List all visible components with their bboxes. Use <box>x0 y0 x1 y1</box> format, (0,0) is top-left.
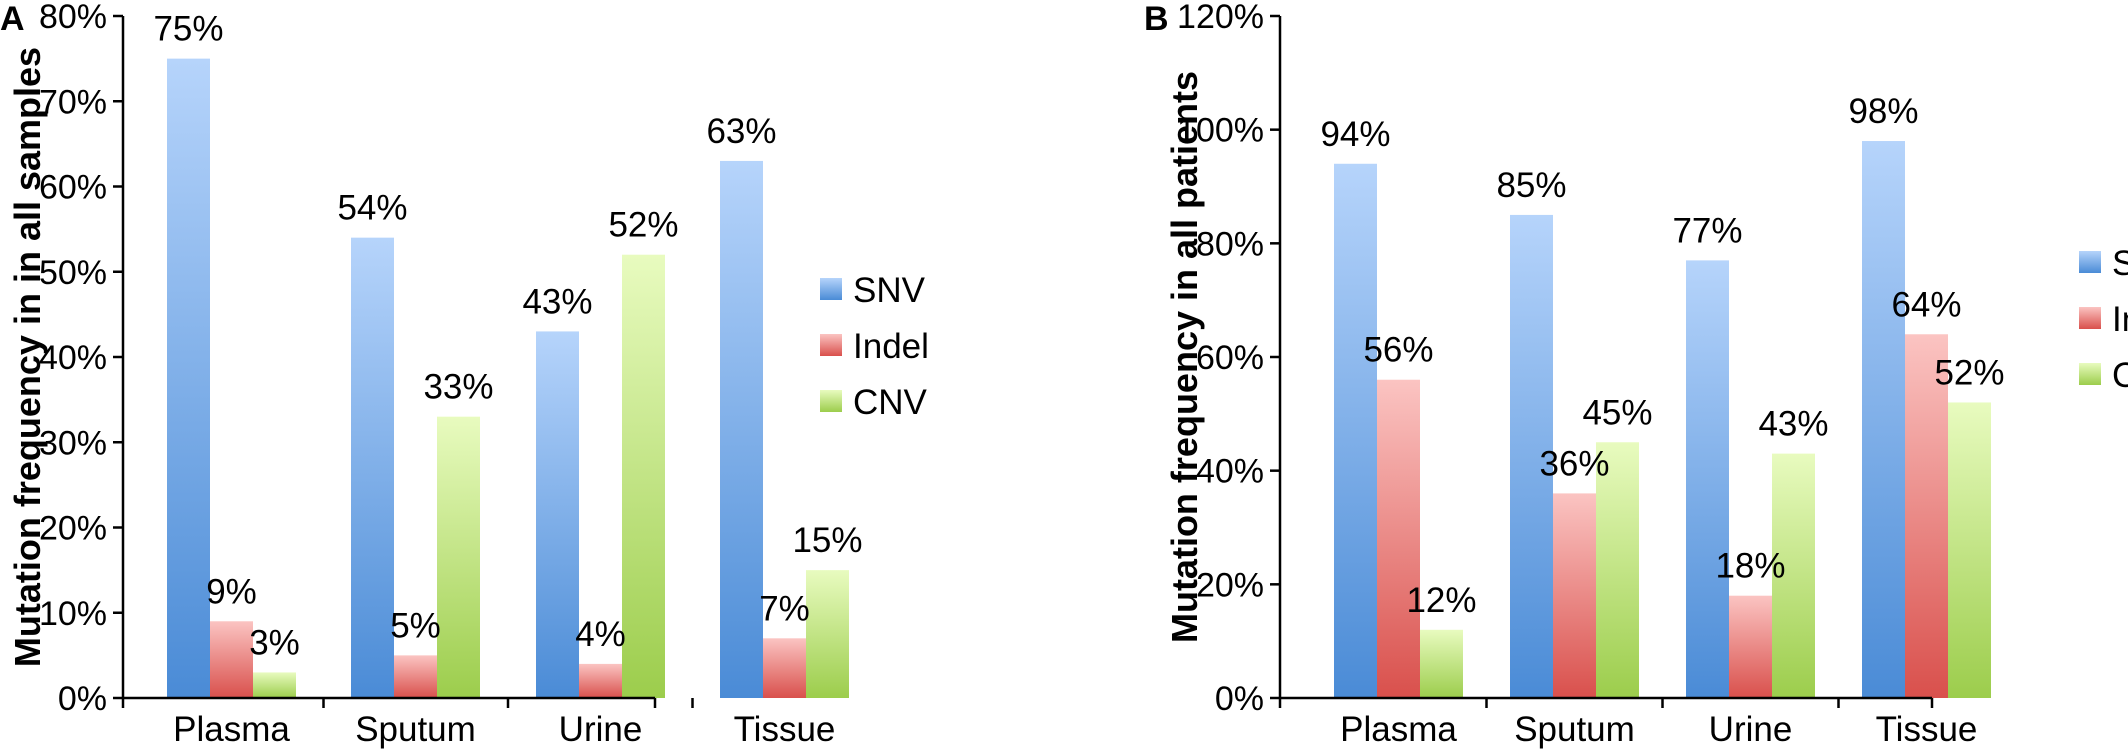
bar-snv-tissue <box>720 160 763 699</box>
data-label-snv-urine: 43% <box>522 282 592 321</box>
y-tick-label: 80% <box>39 0 107 36</box>
bar-snv-urine <box>1686 260 1729 698</box>
x-tick-label: Sputum <box>1514 710 1635 749</box>
legend-label-snv: SNV <box>2112 244 2128 283</box>
data-label-indel-tissue: 64% <box>1891 285 1961 324</box>
chart-b: B Mutation frequency in all patients 94% 85… <box>1144 0 2128 749</box>
y-tick-label: 40% <box>39 339 107 377</box>
chart-a: A Mutation frequency in in all samples 75%… <box>0 0 929 749</box>
bar-indel-urine <box>579 663 622 698</box>
legend-swatch-snv <box>2079 251 2101 273</box>
panel-a: A Mutation frequency in in all samples 75%… <box>0 0 929 749</box>
bar-cnv-plasma <box>1420 629 1463 698</box>
bar-snv-tissue <box>1862 141 1905 699</box>
bar-cnv-sputum <box>1596 442 1639 698</box>
legend-label-cnv: CNV <box>853 383 928 422</box>
legend-swatch-indel <box>820 334 842 356</box>
bar-snv-urine <box>536 331 579 698</box>
legend-label-cnv: CNV <box>2112 356 2128 395</box>
x-tick-label: Urine <box>1709 710 1793 749</box>
y-tick-label: 10% <box>39 595 107 633</box>
legend-label-indel: Indel <box>2112 300 2128 339</box>
y-axis-label: Mutation frequency in all patients <box>1164 71 1205 643</box>
y-tick-label: 100% <box>1177 112 1264 150</box>
x-tick-label: Urine <box>559 710 643 749</box>
legend-label-snv: SNV <box>853 271 926 310</box>
data-label-snv-tissue: 63% <box>706 112 776 151</box>
y-tick-label: 40% <box>1196 453 1264 491</box>
panel-letter: B <box>1144 0 1169 38</box>
data-label-cnv-sputum: 33% <box>423 368 493 407</box>
bar-indel-tissue <box>763 638 806 698</box>
legend-swatch-cnv <box>820 390 842 412</box>
x-tick-label: Sputum <box>355 710 476 749</box>
data-label-cnv-urine: 52% <box>608 206 678 245</box>
legend-label-indel: Indel <box>853 327 929 366</box>
data-label-indel-sputum: 5% <box>390 606 441 645</box>
data-label-cnv-plasma: 3% <box>249 623 300 662</box>
data-label-snv-plasma: 75% <box>153 10 223 49</box>
bar-snv-plasma <box>167 58 210 698</box>
bar-snv-sputum <box>351 237 394 698</box>
y-tick-label: 20% <box>39 510 107 548</box>
y-tick-label: 60% <box>1196 339 1264 377</box>
data-label-cnv-plasma: 12% <box>1406 581 1476 620</box>
data-label-cnv-tissue: 52% <box>1934 353 2004 392</box>
y-tick-label: 70% <box>39 83 107 121</box>
x-tick-label: Tissue <box>1876 710 1978 749</box>
data-label-indel-urine: 18% <box>1715 547 1785 586</box>
legend-swatch-cnv <box>2079 363 2101 385</box>
y-tick-label: 30% <box>39 424 107 462</box>
data-label-indel-tissue: 7% <box>759 589 810 628</box>
x-tick-label: Plasma <box>1340 710 1457 749</box>
bar-snv-plasma <box>1334 163 1377 698</box>
data-label-snv-sputum: 85% <box>1496 166 1566 205</box>
bar-indel-plasma <box>210 621 253 698</box>
data-label-snv-plasma: 94% <box>1320 115 1390 154</box>
y-tick-label: 50% <box>39 254 107 292</box>
bar-cnv-tissue <box>1948 402 1991 698</box>
y-tick-label: 80% <box>1196 225 1264 263</box>
x-tick-label: Plasma <box>173 710 290 749</box>
data-label-snv-sputum: 54% <box>337 189 407 228</box>
bar-cnv-sputum <box>437 416 480 698</box>
panel-letter: A <box>0 0 25 38</box>
data-label-cnv-urine: 43% <box>1758 405 1828 444</box>
bar-cnv-tissue <box>806 570 849 698</box>
data-label-snv-tissue: 98% <box>1848 92 1918 131</box>
bar-indel-urine <box>1729 595 1772 698</box>
bar-indel-plasma <box>1377 379 1420 698</box>
x-tick-label: Tissue <box>734 710 836 749</box>
data-label-indel-sputum: 36% <box>1539 444 1609 483</box>
bar-snv-sputum <box>1510 214 1553 698</box>
bar-indel-sputum <box>1553 493 1596 698</box>
panel-b: B Mutation frequency in all patients 94% 85… <box>1064 0 2128 750</box>
legend-swatch-snv <box>820 278 842 300</box>
data-label-cnv-tissue: 15% <box>792 521 862 560</box>
data-label-indel-urine: 4% <box>575 615 626 654</box>
y-tick-label: 60% <box>39 169 107 207</box>
data-label-cnv-sputum: 45% <box>1582 393 1652 432</box>
y-tick-label: 120% <box>1177 0 1264 36</box>
data-label-indel-plasma: 9% <box>206 572 257 611</box>
bar-cnv-urine <box>1772 453 1815 698</box>
bar-indel-sputum <box>394 655 437 698</box>
bar-indel-tissue <box>1905 334 1948 698</box>
y-axis-label: Mutation frequency in in all samples <box>7 47 48 667</box>
y-tick-label: 20% <box>1196 566 1264 604</box>
y-tick-label: 0% <box>1215 680 1264 718</box>
legend-swatch-indel <box>2079 307 2101 329</box>
bar-cnv-plasma <box>253 672 296 698</box>
bar-cnv-urine <box>622 254 665 698</box>
y-tick-label: 0% <box>58 680 107 718</box>
data-label-indel-plasma: 56% <box>1363 331 1433 370</box>
data-label-snv-urine: 77% <box>1672 211 1742 250</box>
